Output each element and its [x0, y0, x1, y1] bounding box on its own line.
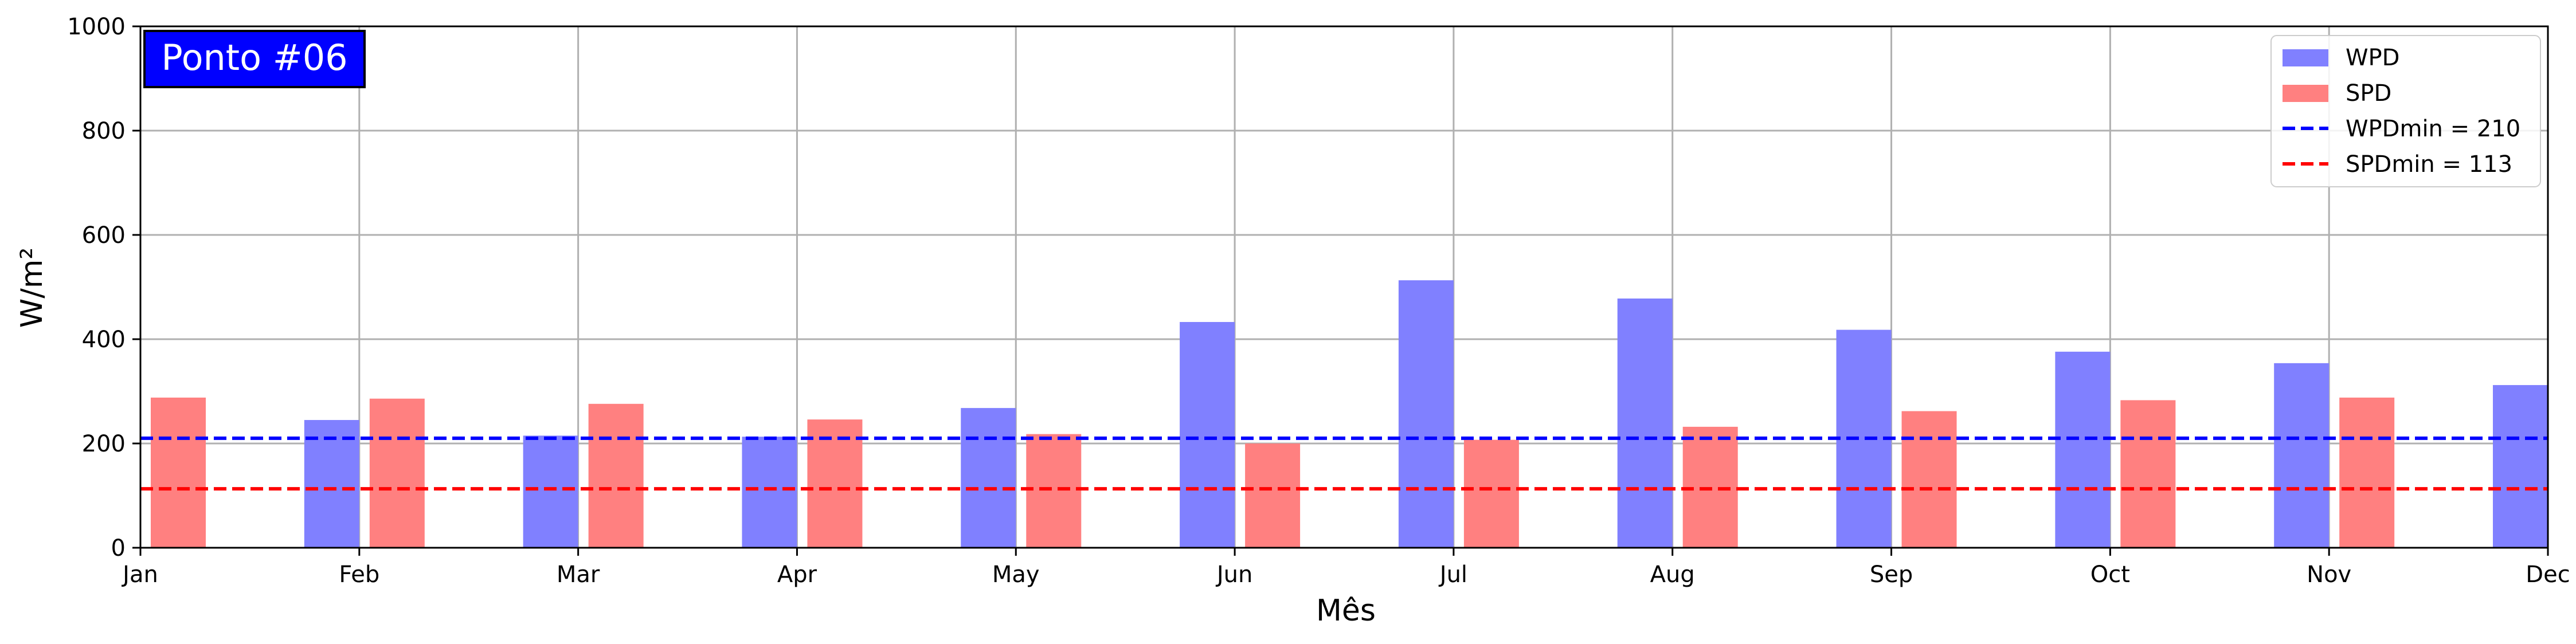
y-tick-label: 400 [82, 327, 126, 353]
title-box-text: Ponto #06 [161, 37, 347, 78]
bar-wpd-apr [742, 437, 797, 548]
legend-spd: SPD [2283, 80, 2391, 107]
bar-spd-mar [588, 403, 644, 548]
bar-spd-jan [151, 397, 206, 548]
bar-wpd-sep [1836, 329, 1892, 548]
y-axis: 0 200 400 600 800 1000 [67, 14, 140, 561]
bar-spd-oct [2120, 400, 2176, 548]
bar-wpd-mar [523, 435, 578, 548]
x-tick-label-jan: Jan [121, 561, 158, 588]
x-tick-label-jun: Jun [1215, 561, 1253, 588]
x-tick-label-nov: Nov [2307, 561, 2351, 588]
bar-wpd-oct [2055, 351, 2111, 548]
legend-wpd-swatch [2283, 49, 2328, 66]
legend-wpd-label: WPD [2346, 45, 2399, 71]
y-axis-label: W/m² [15, 248, 49, 328]
legend-wpd: WPD [2283, 45, 2399, 71]
legend: WPD SPD WPDmin = 210 SPDmin = 113 [2270, 35, 2541, 187]
y-tick-label: 800 [82, 118, 126, 144]
legend-frame [2270, 35, 2541, 187]
bar-spd-feb [369, 398, 425, 548]
bar-spd-sep [1901, 411, 1957, 548]
legend-spd-label: SPD [2346, 80, 2391, 107]
x-tick-label-sep: Sep [1870, 561, 1913, 588]
x-tick-label-jul: Jul [1438, 561, 1467, 588]
x-tick-label-dec: Dec [2526, 561, 2570, 588]
bar-wpd-nov [2274, 363, 2330, 548]
bar-spd-jul [1463, 439, 1519, 548]
y-tick-label: 1000 [67, 14, 126, 40]
x-tick-label-mar: Mar [557, 561, 600, 588]
title-box: Ponto #06 [143, 30, 366, 88]
x-axis-label: Mês [1316, 594, 1376, 628]
x-tick-label-may: May [992, 561, 1040, 588]
legend-wpdmin-label: WPDmin = 210 [2346, 116, 2520, 142]
x-tick-label-apr: Apr [777, 561, 817, 588]
bar-spd-nov [2339, 397, 2395, 548]
bar-wpd-dec [2493, 385, 2548, 548]
bars [151, 280, 2548, 548]
x-tick-label-aug: Aug [1650, 561, 1695, 588]
x-axis: Jan Feb Mar Apr May Jun Jul Aug Sep Oct Nov Dec [121, 548, 2570, 588]
bar-wpd-aug [1617, 299, 1673, 548]
x-tick-label-feb: Feb [339, 561, 379, 588]
legend-spdmin-label: SPDmin = 113 [2346, 151, 2512, 178]
bar-wpd-jun [1180, 321, 1235, 548]
bar-wpd-jul [1398, 280, 1454, 548]
y-tick-label: 600 [82, 222, 126, 249]
reference-lines [140, 436, 2548, 491]
plot-frame [139, 25, 2549, 549]
x-tick-label-oct: Oct [2090, 561, 2130, 588]
y-tick-label: 200 [82, 431, 126, 457]
legend-wpdmin: WPDmin = 210 [2283, 116, 2520, 142]
bar-spd-may [1026, 434, 1082, 548]
bar-wpd-feb [304, 420, 359, 548]
legend-spd-swatch [2283, 85, 2328, 102]
title-box-background [143, 30, 366, 88]
y-tick-label: 0 [111, 535, 126, 561]
bar-wpd-may [961, 408, 1016, 548]
bar-spd-apr [807, 419, 863, 548]
legend-spdmin: SPDmin = 113 [2283, 151, 2512, 178]
bar-spd-jun [1245, 443, 1301, 548]
